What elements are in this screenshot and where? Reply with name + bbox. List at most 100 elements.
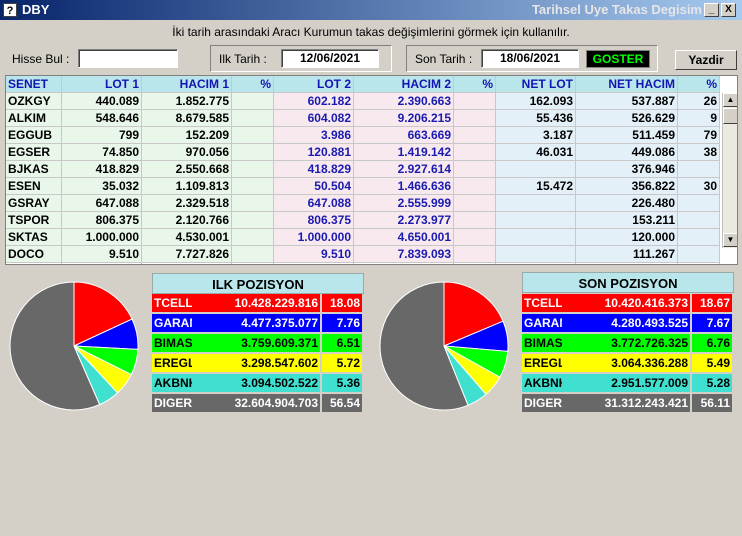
- cell-lot1: 440.089: [62, 93, 142, 110]
- total-lot2: 4.657.806.834: [274, 263, 354, 264]
- scroll-up-icon[interactable]: ▲: [723, 93, 737, 107]
- stock-value: 10.420.416.373: [562, 294, 690, 312]
- goster-button[interactable]: GOSTER: [586, 50, 650, 68]
- cell-senet: EGSER: [6, 144, 62, 161]
- col-pct3[interactable]: %: [678, 76, 720, 93]
- cell-pct1: [232, 178, 274, 195]
- table-row[interactable]: ALKIM 548.646 8.679.585 604.082 9.206.215 55.…: [6, 110, 737, 127]
- cell-senet: EGGUB: [6, 127, 62, 144]
- pie-slice-diger: [9, 281, 101, 411]
- stock-name: AKBNK: [152, 374, 192, 392]
- scroll-thumb[interactable]: [723, 108, 737, 124]
- pie-slice-diger: [379, 281, 469, 411]
- col-pct1[interactable]: %: [232, 76, 274, 93]
- stock-name: TCELL: [522, 294, 562, 312]
- col-net-lot[interactable]: NET LOT: [496, 76, 576, 93]
- son-tarih-field[interactable]: 18/06/2021: [481, 49, 579, 68]
- vertical-scrollbar[interactable]: ▲ ▼: [722, 93, 737, 248]
- table-row[interactable]: OZKGY 440.089 1.852.775 602.182 2.390.663 162…: [6, 93, 737, 110]
- cell-senet: SKTAS: [6, 229, 62, 246]
- total-pct3: [678, 263, 720, 264]
- stock-pct: 56.54: [322, 394, 362, 412]
- cell-pct1: [232, 212, 274, 229]
- stock-value: 3.759.609.371: [192, 334, 320, 352]
- takas-table: SENET LOT 1 HACIM 1 % LOT 2 HACIM 2 % NE…: [5, 75, 738, 265]
- cell-senet: BJKAS: [6, 161, 62, 178]
- cell-hacim2: 7.839.093: [354, 246, 454, 263]
- stock-value: 3.094.502.522: [192, 374, 320, 392]
- ilk-pie-chart: [9, 281, 139, 411]
- scroll-down-icon[interactable]: ▼: [723, 233, 737, 247]
- cell-pct2: [454, 110, 496, 127]
- cell-pct3: 79: [678, 127, 720, 144]
- col-pct2[interactable]: %: [454, 76, 496, 93]
- col-lot1[interactable]: LOT 1: [62, 76, 142, 93]
- cell-pct2: [454, 93, 496, 110]
- app-icon: ?: [3, 3, 17, 17]
- cell-pct3: [678, 246, 720, 263]
- cell-pct2: [454, 246, 496, 263]
- son-pie-chart: [379, 281, 509, 411]
- cell-senet: ESEN: [6, 178, 62, 195]
- minimize-button[interactable]: _: [704, 3, 719, 17]
- stock-value: 4.477.375.077: [192, 314, 320, 332]
- cell-pct3: 26: [678, 93, 720, 110]
- close-button[interactable]: X: [721, 3, 736, 17]
- table-header: SENET LOT 1 HACIM 1 % LOT 2 HACIM 2 % NE…: [6, 76, 737, 93]
- cell-hacim2: 1.466.636: [354, 178, 454, 195]
- cell-net-hacim: 111.267: [576, 246, 678, 263]
- table-row[interactable]: EGGUB 799 152.209 3.986 663.669 3.187 511.459 7…: [6, 127, 737, 144]
- cell-lot1: 74.850: [62, 144, 142, 161]
- cell-lot2: 3.986: [274, 127, 354, 144]
- total-hacim2: 55.801.792.942: [354, 263, 454, 264]
- cell-net-lot: [496, 212, 576, 229]
- col-lot2[interactable]: LOT 2: [274, 76, 354, 93]
- col-net-hacim[interactable]: NET HACIM: [576, 76, 678, 93]
- stock-value: 3.298.547.602: [192, 354, 320, 372]
- table-row[interactable]: SKTAS 1.000.000 4.530.001 1.000.000 4.650.00…: [6, 229, 737, 246]
- cell-pct2: [454, 144, 496, 161]
- ilk-tarih-group: [210, 45, 392, 72]
- cell-hacim2: 663.669: [354, 127, 454, 144]
- col-hacim2[interactable]: HACIM 2: [354, 76, 454, 93]
- ilk-row-eregl: EREGL 3.298.547.602 5.72: [152, 354, 364, 373]
- stock-name: BIMAS: [522, 334, 562, 352]
- cell-hacim1: 2.550.668: [142, 161, 232, 178]
- cell-lot1: 1.000.000: [62, 229, 142, 246]
- cell-hacim1: 1.852.775: [142, 93, 232, 110]
- cell-senet: ALKIM: [6, 110, 62, 127]
- stock-value: 31.312.243.421: [562, 394, 690, 412]
- cell-net-hacim: 356.822: [576, 178, 678, 195]
- cell-net-hacim: 537.887: [576, 93, 678, 110]
- table-row[interactable]: GSRAY 647.088 2.329.518 647.088 2.555.999 226…: [6, 195, 737, 212]
- stock-name: TCELL: [152, 294, 192, 312]
- stock-pct: 56.11: [692, 394, 732, 412]
- table-row[interactable]: EGSER 74.850 970.056 120.881 1.419.142 46.031…: [6, 144, 737, 161]
- cell-lot2: 806.375: [274, 212, 354, 229]
- cell-hacim1: 1.109.813: [142, 178, 232, 195]
- hisse-search-input[interactable]: [78, 49, 178, 68]
- total-pct2: [454, 263, 496, 264]
- stock-value: 3.064.336.288: [562, 354, 690, 372]
- cell-hacim2: 2.555.999: [354, 195, 454, 212]
- table-row[interactable]: ESEN 35.032 1.109.813 50.504 1.466.636 15.472…: [6, 178, 737, 195]
- table-row[interactable]: BJKAS 418.829 2.550.668 418.829 2.927.614 376…: [6, 161, 737, 178]
- stock-name: GARAN: [522, 314, 562, 332]
- stock-pct: 7.76: [322, 314, 362, 332]
- stock-pct: 5.28: [692, 374, 732, 392]
- cell-net-lot: [496, 246, 576, 263]
- ilk-row-tcell: TCELL 10.428.229.816 18.08: [152, 294, 364, 313]
- yazdir-button[interactable]: Yazdir: [675, 50, 737, 70]
- table-row[interactable]: TSPOR 806.375 2.120.766 806.375 2.273.977 153…: [6, 212, 737, 229]
- cell-pct1: [232, 246, 274, 263]
- ilk-tarih-label: Ilk Tarih :: [219, 52, 267, 66]
- col-hacim1[interactable]: HACIM 1: [142, 76, 232, 93]
- cell-senet: TSPOR: [6, 212, 62, 229]
- window-title: Tarihsel Uye Takas Degisim: [531, 2, 702, 17]
- col-senet[interactable]: SENET: [6, 76, 62, 93]
- ilk-tarih-field[interactable]: 12/06/2021: [281, 49, 379, 68]
- cell-pct2: [454, 212, 496, 229]
- table-row[interactable]: DOCO 9.510 7.727.826 9.510 7.839.093 111.267: [6, 246, 737, 263]
- cell-lot2: 50.504: [274, 178, 354, 195]
